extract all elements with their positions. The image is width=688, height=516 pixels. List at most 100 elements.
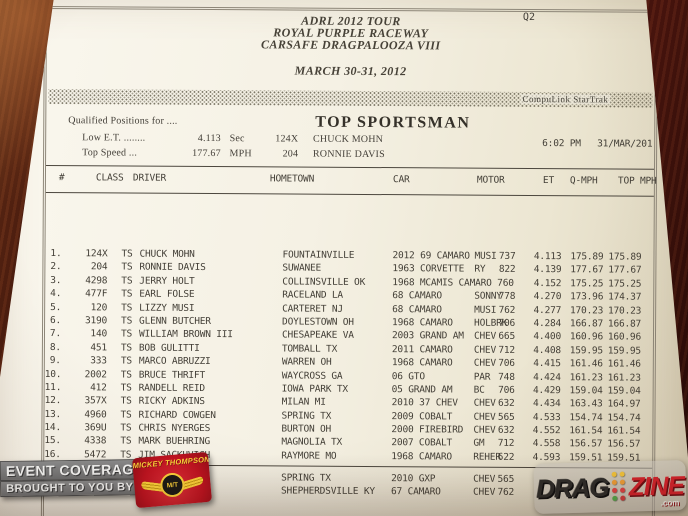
tree-light [611, 487, 617, 493]
low-et-car-number: 124X [275, 133, 299, 145]
car-cell: 06 GTO [391, 370, 425, 382]
motor-number-cell: 632 [497, 398, 515, 410]
position-cell: 12. [44, 395, 62, 407]
car-number-cell: 412 [90, 382, 107, 394]
car-number-cell: 357X [84, 395, 107, 407]
qmph-cell: 159.95 [569, 344, 603, 357]
et-cell: 4.284 [533, 317, 562, 330]
class-cell: TS [120, 395, 132, 407]
qmph-cell: 161.54 [569, 425, 603, 437]
class-cell: TS [121, 302, 133, 314]
hometown-cell: SUWANEE [282, 262, 322, 275]
qmph-cell: 161.23 [569, 371, 603, 383]
car-number-cell: 369U [84, 422, 107, 434]
motor-number-cell: 778 [498, 290, 516, 303]
et-cell: 4.400 [533, 331, 562, 343]
motor-number-cell: 706 [498, 384, 515, 396]
driver-cell: JERRY HOLT [139, 275, 195, 287]
column-header: Q-MPH [569, 175, 598, 187]
driver-cell: BRUCE THRIFT [138, 369, 206, 381]
driver-cell: CHUCK MOHN [139, 248, 195, 260]
topmph-cell: 159.95 [607, 345, 641, 357]
dragzine-com-text: .com [660, 498, 680, 508]
column-header: MOTOR [476, 174, 505, 186]
column-header: HOMETOWN [269, 173, 315, 185]
qualified-title: Qualified Positions for .... [68, 115, 178, 127]
et-cell: 4.533 [532, 411, 561, 423]
position-cell: 4. [50, 288, 62, 300]
top-speed-unit: MPH [229, 148, 252, 160]
car-number-cell: 451 [90, 342, 107, 354]
motor-cell: RY [474, 264, 486, 276]
timing-brand: CompuLink StarTrak [520, 93, 611, 105]
position-cell: 13. [44, 408, 62, 420]
motor-number-cell: 737 [498, 250, 516, 262]
car-number-cell: 3190 [84, 315, 108, 327]
hometown-cell: CARTERET NJ [282, 303, 343, 315]
hometown-cell: MAGNOLIA TX [281, 436, 343, 449]
qmph-cell: 159.04 [569, 385, 603, 397]
position-cell: 9. [49, 355, 61, 367]
car-cell: 2011 CAMARO [391, 343, 453, 356]
et-cell: 4.270 [533, 291, 562, 303]
low-et-value: 4.113 [197, 132, 221, 145]
hometown-cell: COLLINSVILLE OK [282, 276, 366, 288]
position-cell: 10. [44, 368, 62, 380]
motor-number-cell: 565 [497, 473, 515, 485]
class-cell: TS [120, 435, 132, 448]
topmph-cell: 170.23 [607, 305, 642, 317]
print-time: 6:02 PM [542, 138, 581, 150]
position-cell: 11. [44, 381, 62, 394]
class-cell: TS [121, 261, 133, 273]
position-cell: 5. [50, 301, 62, 313]
car-number-cell: 333 [90, 355, 107, 367]
car-number-cell: 124X [85, 248, 108, 260]
driver-cell: RICHARD COWGEN [138, 409, 216, 421]
class-cell: TS [121, 315, 133, 327]
dragzine-zine-text: ZINE [628, 470, 685, 502]
event-title-line: CARSAFE DRAGPALOOZA VIII [261, 37, 441, 53]
tree-light [619, 479, 625, 485]
class-cell: TS [120, 382, 132, 394]
topmph-cell: 175.25 [608, 278, 642, 290]
et-cell: 4.552 [532, 425, 561, 437]
motor-cell: BC [473, 384, 485, 396]
mt-wordmark: MICKEY THOMPSON [132, 454, 211, 471]
et-cell: 4.558 [532, 438, 561, 450]
car-cell: 2009 COBALT [391, 410, 453, 423]
category-title: TOP SPORTSMAN [315, 113, 471, 132]
hometown-cell: TOMBALL TX [281, 343, 338, 355]
hometown-cell: CHESAPEAKE VA [281, 329, 354, 342]
topmph-cell: 154.74 [607, 412, 641, 424]
qmph-cell: 154.74 [569, 411, 603, 424]
overlay-banner: EVENT COVERAGE BROUGHT TO YOU BY [0, 458, 153, 498]
column-header: # [58, 172, 65, 184]
hometown-cell: WARREN OH [281, 356, 332, 368]
topmph-cell: 160.96 [607, 331, 642, 343]
position-cell: 7. [49, 328, 62, 340]
qmph-cell: 173.96 [570, 291, 604, 303]
car-cell: 68 CAMARO [392, 290, 442, 302]
class-cell: TS [120, 422, 132, 434]
hometown-cell: BURTON OH [281, 423, 332, 435]
driver-cell: RONNIE DAVIS [139, 261, 206, 274]
christmas-tree-icon [611, 471, 626, 502]
tree-light [611, 471, 617, 477]
car-number-cell: 140 [90, 328, 108, 340]
car-number-cell: 477F [85, 288, 108, 300]
car-cell: 2010 GXP [391, 473, 436, 485]
car-cell: 2000 FIREBIRD [391, 424, 464, 436]
qmph-cell: 177.67 [570, 264, 604, 276]
tree-light [619, 487, 625, 493]
driver-cell: MARCO ABRUZZI [138, 355, 211, 368]
position-cell: 3. [50, 274, 62, 286]
position-cell: 2. [50, 261, 62, 273]
tree-light [611, 495, 618, 501]
et-cell: 4.593 [532, 451, 561, 464]
banner-line-1: EVENT COVERAGE [0, 458, 153, 482]
topmph-cell: 159.04 [607, 385, 641, 397]
car-number-cell: 204 [90, 261, 108, 273]
car-cell: 2012 69 CAMARO [392, 250, 470, 262]
